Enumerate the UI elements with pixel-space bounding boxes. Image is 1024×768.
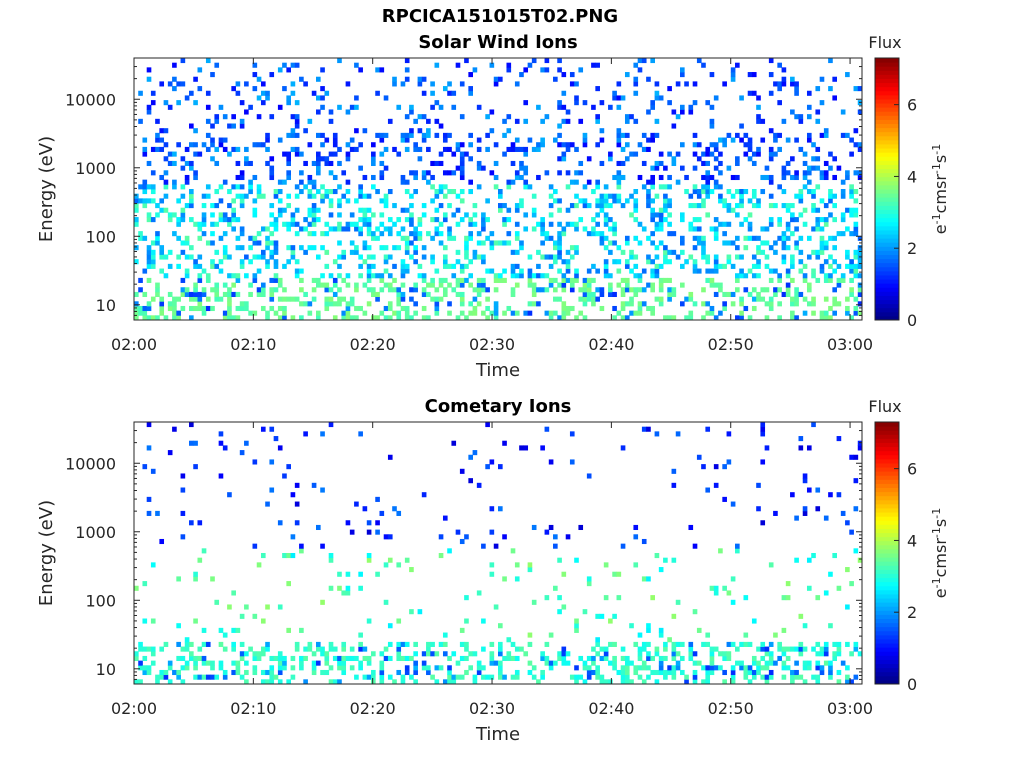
colorbar-tick-label: 4	[907, 531, 917, 550]
x-tick-label: 03:00	[827, 335, 873, 354]
x-tick-label: 02:40	[588, 335, 634, 354]
x-tick-label: 02:20	[350, 699, 396, 718]
colorbar-frame	[874, 57, 900, 321]
y-tick-label: 10	[96, 660, 116, 679]
y-tick-label: 10000	[65, 90, 116, 109]
colorbar-tick-label: 6	[907, 96, 917, 115]
x-tick-label: 02:10	[230, 335, 276, 354]
colorbar-tick-label: 0	[907, 675, 917, 694]
colorbar: 0 2 4 6 Flux e-1cmsr-1s-1	[868, 397, 950, 694]
heatmap-cells	[134, 58, 863, 321]
colorbar-tick-label: 2	[907, 603, 917, 622]
y-tick-label: 10	[96, 296, 116, 315]
colorbar-tick-label: 0	[907, 311, 917, 330]
y-tick-label: 1000	[75, 523, 116, 542]
x-tick-label: 02:50	[708, 699, 754, 718]
x-tick-label: 02:10	[230, 699, 276, 718]
x-axis-label: Time	[475, 724, 520, 745]
y-tick-label: 100	[85, 227, 116, 246]
panel-title: Solar Wind Ions	[418, 32, 577, 53]
x-tick-label: 02:50	[708, 335, 754, 354]
figure-title: RPCICA151015T02.PNG	[381, 6, 619, 27]
colorbar-tick-label: 2	[907, 239, 917, 258]
x-tick-label: 02:30	[469, 335, 515, 354]
colorbar-frame	[874, 421, 900, 685]
colorbar-title: Flux	[868, 397, 901, 416]
panel-solar-wind-ions: 02:00 02:10 02:20 02:30 02:40 02:50 03:00 10 100…	[36, 32, 950, 381]
y-tick-label: 10000	[65, 454, 116, 473]
axes-frame	[133, 57, 863, 321]
x-tick-label: 02:20	[350, 335, 396, 354]
y-tick-label: 1000	[75, 159, 116, 178]
colorbar-title: Flux	[868, 33, 901, 52]
x-tick-label: 02:40	[588, 699, 634, 718]
x-tick-label: 02:00	[111, 335, 157, 354]
heatmap-cells	[134, 422, 863, 685]
x-tick-label: 03:00	[827, 699, 873, 718]
y-axis-label: Energy (eV)	[36, 136, 57, 242]
colorbar-tick-label: 4	[907, 167, 917, 186]
colorbar-units: e-1cmsr-1s-1	[930, 144, 951, 234]
x-axis-label: Time	[475, 360, 520, 381]
y-tick-label: 100	[85, 591, 116, 610]
axes-frame	[133, 421, 863, 685]
panel-title: Cometary Ions	[425, 396, 572, 417]
colorbar: 0 2 4 6 Flux e-1cmsr-1s-1	[868, 33, 950, 330]
x-tick-label: 02:00	[111, 699, 157, 718]
x-tick-label: 02:30	[469, 699, 515, 718]
panel-cometary-ions: 02:00 02:10 02:20 02:30 02:40 02:50 03:00 10 100…	[36, 396, 950, 745]
y-axis-label: Energy (eV)	[36, 500, 57, 606]
colorbar-tick-label: 6	[907, 460, 917, 479]
colorbar-units: e-1cmsr-1s-1	[930, 508, 951, 598]
